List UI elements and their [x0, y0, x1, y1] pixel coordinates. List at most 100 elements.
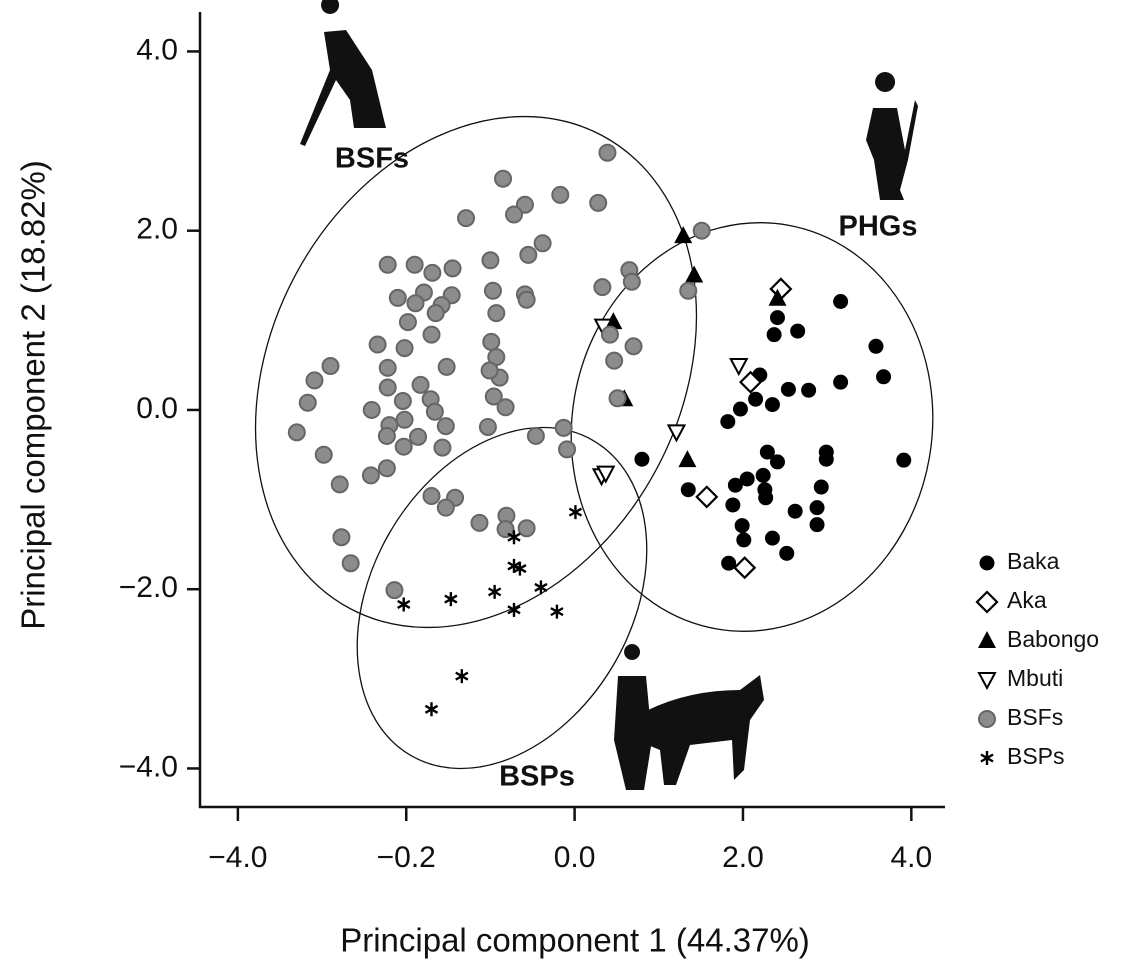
- point: [437, 357, 456, 376]
- point: [424, 702, 439, 717]
- point: [487, 584, 502, 599]
- point: [748, 391, 764, 407]
- point: [483, 281, 502, 300]
- legend-label: BSFs: [1007, 704, 1063, 730]
- point: [736, 532, 752, 548]
- point: [378, 378, 397, 397]
- point: [517, 290, 536, 309]
- point: [298, 393, 317, 412]
- point: [813, 479, 829, 495]
- point: [496, 520, 515, 539]
- annotation: BSFs: [335, 143, 409, 175]
- point: [692, 221, 711, 240]
- point: [481, 251, 500, 270]
- point: [321, 357, 340, 376]
- y-tick-label: −4.0: [119, 750, 178, 783]
- point: [738, 370, 763, 394]
- legend-label: Mbuti: [1007, 665, 1063, 691]
- annotation: BSPs: [499, 761, 575, 793]
- point: [769, 454, 785, 470]
- point: [422, 325, 441, 344]
- point: [734, 518, 750, 534]
- y-tick-label: −2.0: [119, 571, 178, 604]
- point: [757, 482, 773, 498]
- point: [598, 143, 617, 162]
- point: [787, 503, 803, 519]
- point: [596, 465, 616, 484]
- point: [496, 398, 515, 417]
- point: [809, 517, 825, 533]
- point: [517, 519, 536, 538]
- legend-marker: [980, 751, 994, 765]
- point: [330, 475, 349, 494]
- point: [732, 401, 748, 417]
- point: [425, 402, 444, 421]
- point: [433, 438, 452, 457]
- point: [801, 382, 817, 398]
- point: [378, 358, 397, 377]
- point: [443, 259, 462, 278]
- point: [568, 505, 583, 520]
- point: [377, 459, 396, 478]
- point: [729, 358, 749, 377]
- legend-label: Baka: [1007, 548, 1060, 574]
- point: [395, 339, 414, 358]
- point: [394, 437, 413, 456]
- point: [589, 193, 608, 212]
- point: [398, 313, 417, 332]
- point: [507, 530, 521, 545]
- point: [593, 278, 612, 297]
- point: [534, 580, 548, 595]
- point: [405, 255, 424, 274]
- point: [482, 332, 501, 351]
- point: [423, 263, 442, 282]
- point: [779, 545, 795, 561]
- point: [733, 556, 757, 580]
- legend-label: Aka: [1007, 587, 1047, 613]
- legend-label: Babongo: [1007, 626, 1099, 652]
- point: [833, 374, 849, 390]
- point: [720, 414, 736, 430]
- point: [507, 602, 521, 617]
- point: [780, 381, 796, 397]
- point: [769, 310, 785, 326]
- point: [764, 530, 780, 546]
- bsp-ellipse: [356, 426, 648, 770]
- point: [406, 294, 425, 313]
- point: [385, 581, 404, 600]
- point: [480, 361, 499, 380]
- point: [470, 513, 489, 532]
- point: [494, 169, 513, 188]
- point: [876, 369, 892, 385]
- point: [388, 288, 407, 307]
- x-tick-label: 4.0: [890, 841, 932, 874]
- point: [695, 485, 719, 509]
- point: [554, 418, 573, 437]
- legend-label: BSPs: [1007, 743, 1065, 769]
- point: [759, 444, 775, 460]
- point: [764, 397, 780, 413]
- point: [305, 371, 324, 390]
- point: [426, 304, 445, 323]
- point: [341, 554, 360, 573]
- annotation: PHGs: [839, 211, 918, 243]
- point: [896, 452, 912, 468]
- legend-marker: [979, 555, 995, 571]
- y-axis-label: Principal component 2 (18.82%): [15, 160, 52, 630]
- point: [409, 427, 428, 446]
- point: [680, 482, 696, 498]
- point: [515, 195, 534, 214]
- point: [674, 226, 693, 244]
- point: [755, 467, 771, 483]
- x-axis-label: Principal component 1 (44.37%): [340, 922, 810, 959]
- legend-marker: [977, 672, 997, 691]
- x-tick-label: −4.0: [208, 841, 267, 874]
- y-tick-label: 0.0: [136, 392, 178, 425]
- x-tick-label: 2.0: [722, 841, 764, 874]
- legend-marker: [978, 710, 996, 728]
- point: [725, 497, 741, 513]
- point: [739, 471, 755, 487]
- point: [436, 498, 455, 517]
- point: [558, 440, 577, 459]
